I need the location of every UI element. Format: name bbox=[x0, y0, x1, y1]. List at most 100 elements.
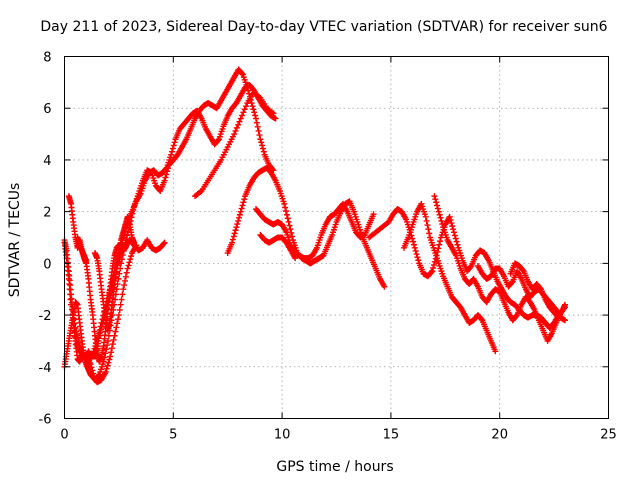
data-point bbox=[96, 332, 103, 339]
data-point bbox=[436, 241, 443, 248]
data-point bbox=[66, 286, 73, 293]
data-point bbox=[121, 243, 128, 250]
data-point bbox=[116, 270, 123, 277]
data-point bbox=[272, 115, 279, 122]
data-point bbox=[83, 257, 90, 264]
data-point bbox=[65, 275, 72, 282]
data-point bbox=[234, 221, 241, 228]
data-point bbox=[230, 233, 237, 240]
data-point bbox=[561, 317, 568, 324]
data-point bbox=[170, 142, 177, 149]
data-point bbox=[239, 112, 246, 119]
y-tick-label: -6 bbox=[39, 413, 52, 428]
data-point bbox=[168, 148, 175, 155]
data-point bbox=[431, 193, 438, 200]
data-point bbox=[229, 236, 236, 243]
data-point bbox=[446, 213, 453, 220]
data-point bbox=[233, 224, 240, 231]
data-point bbox=[113, 324, 120, 331]
data-point bbox=[237, 208, 244, 215]
data-point bbox=[434, 202, 441, 209]
data-point bbox=[251, 109, 258, 116]
data-point bbox=[236, 211, 243, 218]
data-point bbox=[112, 328, 119, 335]
data-point bbox=[215, 137, 222, 144]
data-point bbox=[239, 70, 246, 77]
data-point bbox=[519, 267, 526, 274]
data-point bbox=[436, 211, 443, 218]
data-point bbox=[286, 222, 293, 229]
data-point bbox=[492, 348, 499, 355]
data-point bbox=[75, 339, 82, 346]
data-point bbox=[428, 269, 435, 276]
data-point bbox=[287, 226, 294, 233]
data-point bbox=[254, 123, 261, 130]
data-point bbox=[242, 103, 249, 110]
data-point bbox=[67, 291, 74, 298]
data-point bbox=[270, 110, 277, 117]
y-tick-label: 2 bbox=[43, 206, 51, 221]
y-tick-label: 0 bbox=[43, 257, 51, 272]
data-point bbox=[431, 258, 438, 265]
data-point bbox=[448, 220, 455, 227]
data-point bbox=[257, 136, 264, 143]
data-point bbox=[412, 247, 419, 254]
data-point bbox=[439, 221, 446, 228]
x-tick-label: 5 bbox=[169, 428, 177, 443]
data-point bbox=[410, 238, 417, 245]
data-point bbox=[250, 106, 257, 113]
data-point bbox=[381, 283, 388, 290]
data-point bbox=[434, 205, 441, 212]
data-point bbox=[168, 151, 175, 158]
data-point bbox=[238, 205, 245, 212]
data-point bbox=[467, 263, 474, 270]
data-point bbox=[102, 350, 109, 357]
data-point bbox=[281, 200, 288, 207]
data-point bbox=[252, 112, 259, 119]
data-point bbox=[161, 177, 168, 184]
data-point bbox=[240, 199, 247, 206]
data-point bbox=[235, 217, 242, 224]
data-point bbox=[246, 90, 253, 97]
data-point bbox=[162, 165, 169, 172]
series-track-4 bbox=[192, 89, 277, 200]
data-point bbox=[413, 251, 420, 258]
data-point bbox=[438, 217, 445, 224]
data-point bbox=[451, 229, 458, 236]
data-point bbox=[229, 239, 236, 246]
data-point bbox=[425, 226, 432, 233]
data-point bbox=[454, 241, 461, 248]
data-point bbox=[120, 286, 127, 293]
data-point bbox=[282, 204, 289, 211]
x-tick-label: 10 bbox=[274, 428, 291, 443]
y-tick-label: 4 bbox=[43, 154, 51, 169]
data-point bbox=[66, 281, 73, 288]
data-point bbox=[98, 326, 105, 333]
series-track-13 bbox=[61, 242, 140, 386]
data-point bbox=[424, 222, 431, 229]
data-point bbox=[233, 124, 240, 131]
data-point bbox=[67, 296, 74, 303]
data-point bbox=[117, 301, 124, 308]
data-point bbox=[106, 356, 113, 363]
data-point bbox=[422, 213, 429, 220]
data-point bbox=[232, 127, 239, 134]
data-point bbox=[249, 103, 256, 110]
data-point bbox=[236, 214, 243, 221]
series-track-9 bbox=[400, 200, 499, 355]
data-point bbox=[99, 320, 106, 327]
data-point bbox=[115, 312, 122, 319]
data-point bbox=[128, 253, 135, 260]
data-point bbox=[411, 244, 418, 251]
data-point bbox=[121, 277, 128, 284]
x-axis-label: GPS time / hours bbox=[276, 459, 393, 475]
data-point bbox=[241, 106, 248, 113]
data-point bbox=[449, 223, 456, 230]
data-point bbox=[508, 279, 515, 286]
data-point bbox=[452, 235, 459, 242]
data-points bbox=[61, 66, 568, 386]
axis-ticks: 0 5 10 15 20 25 -6 -4 -2 0 2 4 6 8 bbox=[39, 51, 617, 443]
data-point bbox=[105, 337, 112, 344]
y-axis-label: SDTVAR / TECUs bbox=[7, 183, 23, 298]
